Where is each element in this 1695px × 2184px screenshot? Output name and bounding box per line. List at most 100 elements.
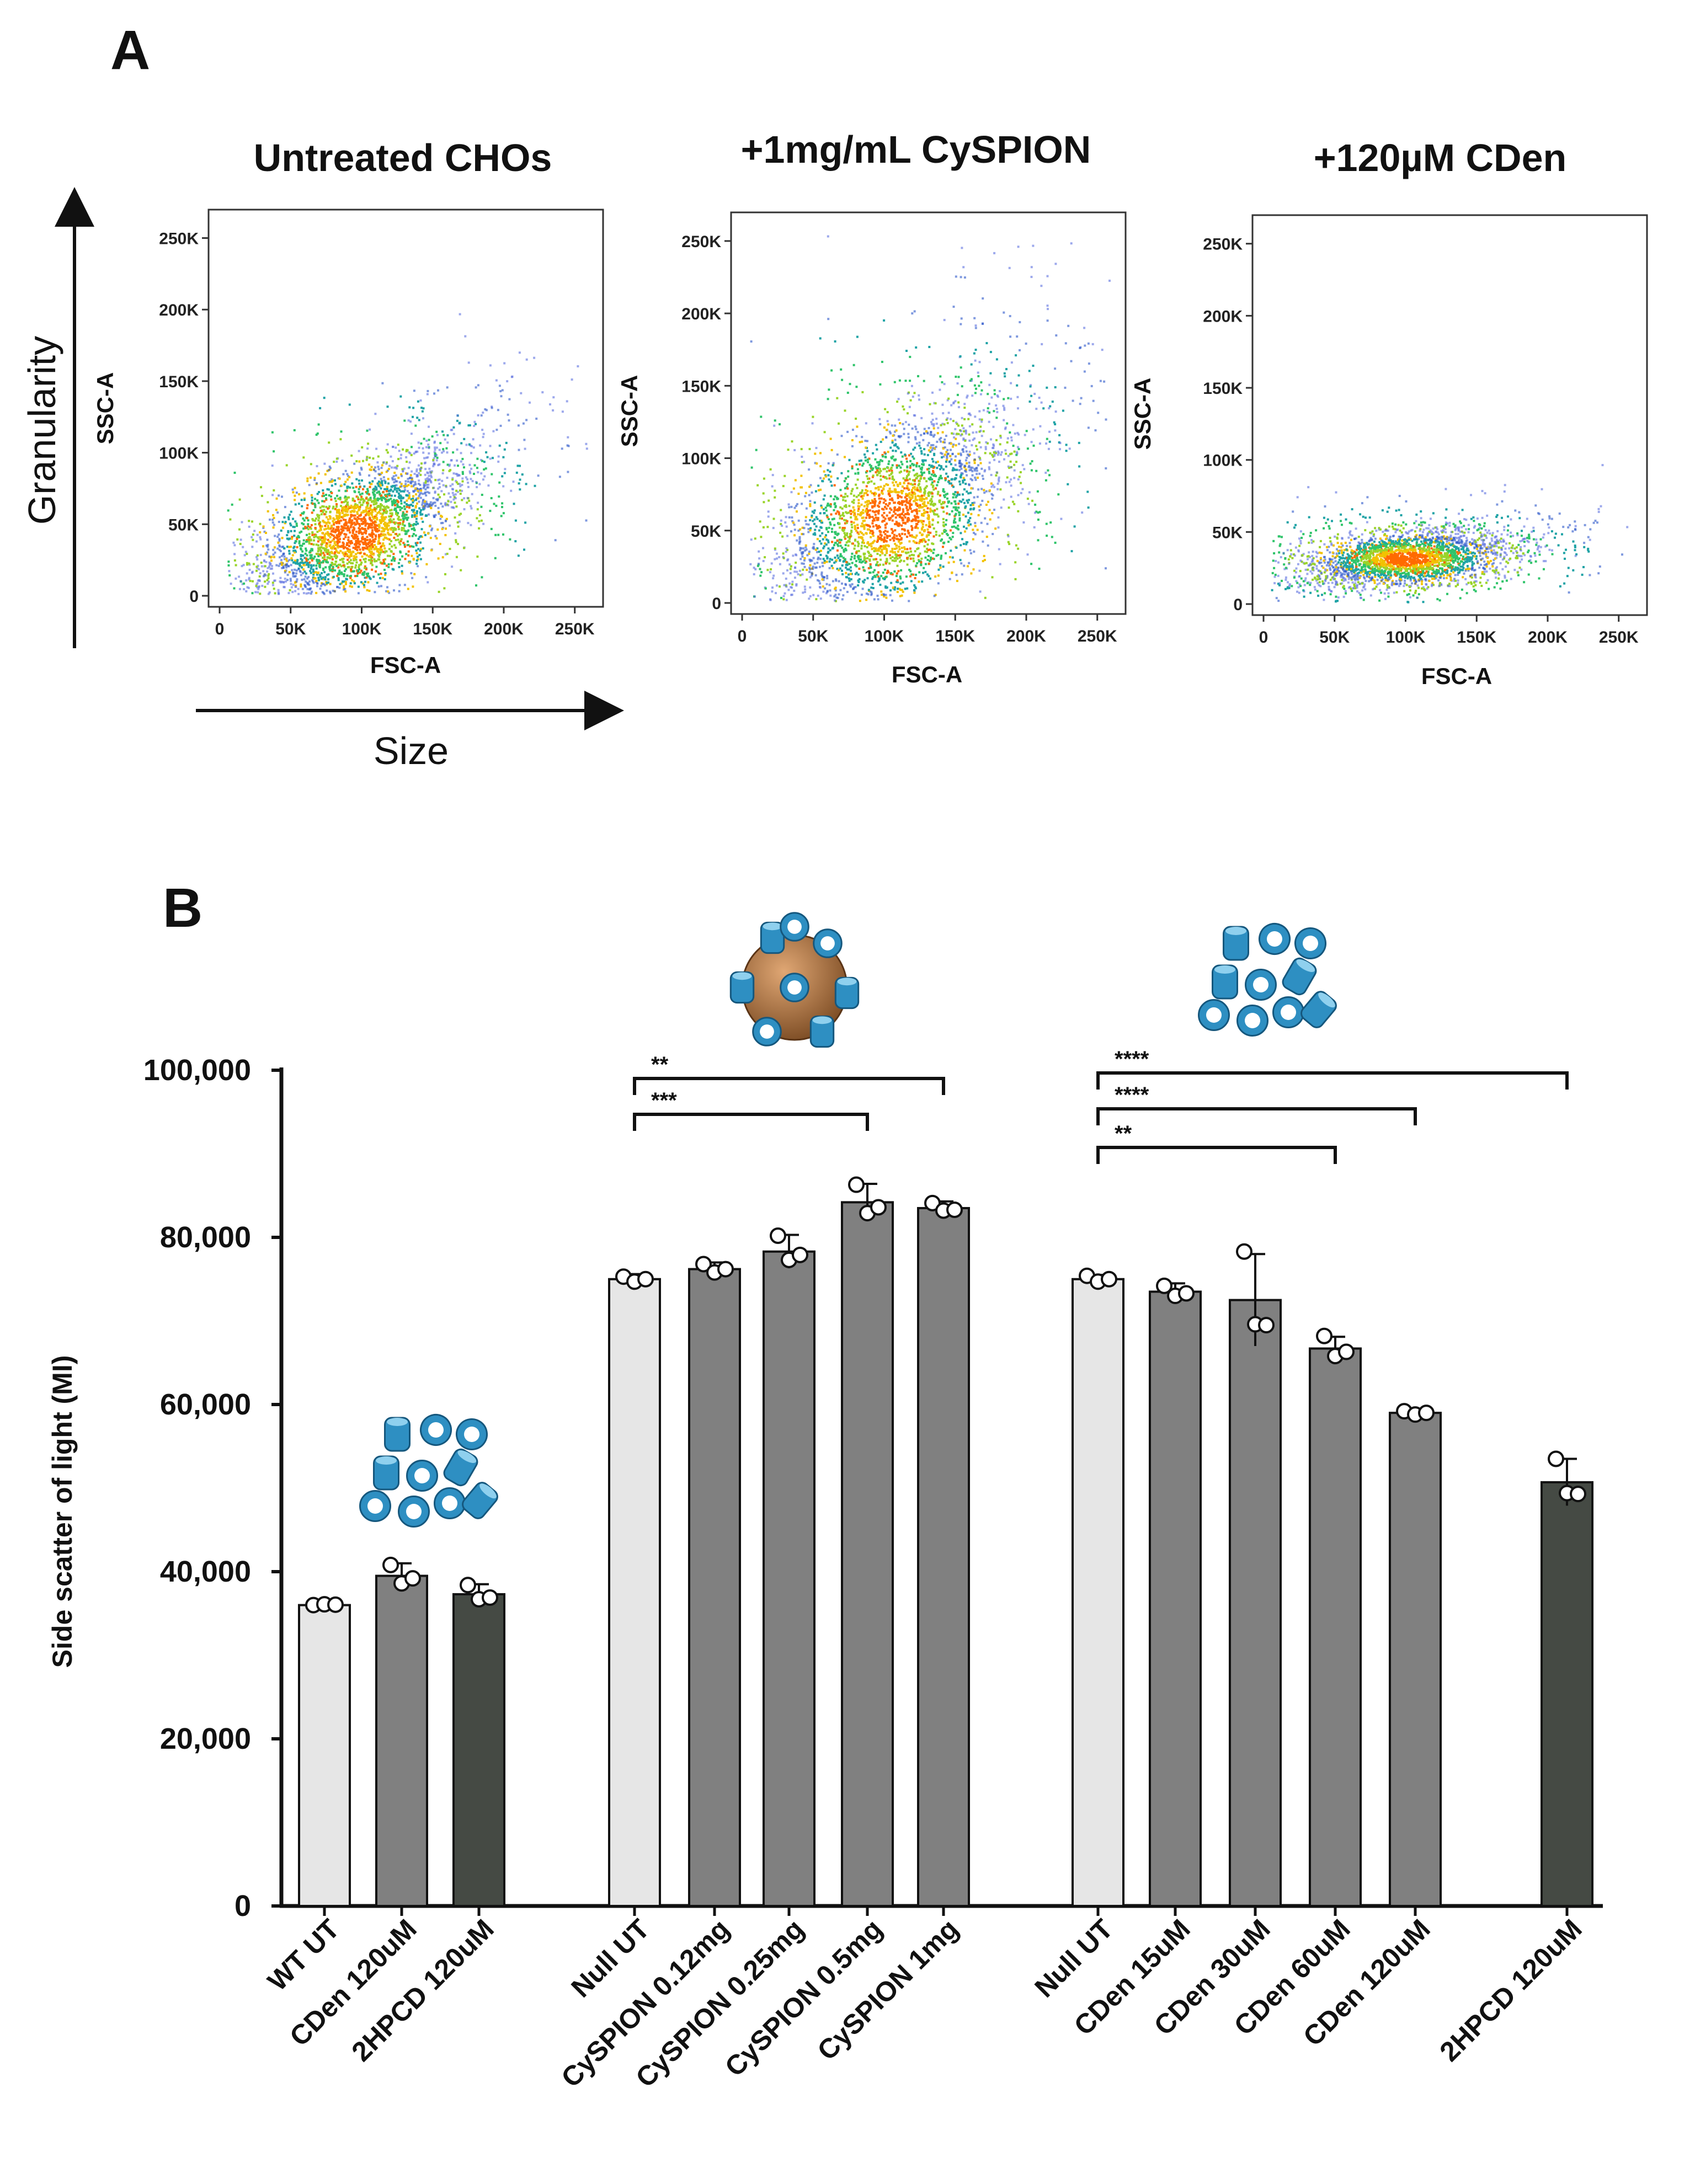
flow-event-dot	[820, 597, 822, 600]
flow-event-dot	[1059, 448, 1061, 450]
flow-event-dot	[903, 560, 905, 562]
flow-event-dot	[790, 572, 792, 574]
flow-event-dot	[969, 425, 971, 428]
flow-event-dot	[335, 461, 338, 463]
flow-event-dot	[857, 545, 860, 547]
flow-event-dot	[413, 512, 415, 514]
flow-event-dot	[833, 562, 835, 564]
flow-event-dot	[881, 361, 883, 363]
flow-event-dot	[853, 495, 855, 497]
flow-event-dot	[372, 457, 374, 460]
flow-event-dot	[303, 499, 306, 501]
flow-event-dot	[340, 528, 342, 531]
flow-event-dot	[857, 494, 860, 496]
flow-event-dot	[274, 552, 276, 554]
flow-event-dot	[454, 464, 456, 467]
flow-event-dot	[793, 488, 795, 490]
flow-event-dot	[914, 310, 916, 312]
flow-event-dot	[791, 581, 793, 583]
flow-event-dot	[311, 557, 313, 559]
flow-event-dot	[393, 537, 395, 539]
flow-event-dot	[412, 585, 414, 588]
flow-event-dot	[320, 529, 322, 531]
flow-event-dot	[1047, 308, 1049, 310]
flow-event-dot	[343, 543, 345, 545]
flow-event-dot	[921, 474, 923, 476]
flow-event-dot	[311, 496, 313, 499]
flow-event-dot	[873, 550, 876, 552]
flow-event-dot	[452, 426, 455, 429]
flow-event-dot	[878, 463, 881, 466]
flow-event-dot	[354, 567, 356, 569]
flow-event-dot	[328, 441, 330, 444]
flow-event-dot	[404, 514, 407, 516]
flow-event-dot	[953, 561, 955, 563]
flow-event-dot	[296, 522, 298, 525]
flow-event-dot	[357, 570, 359, 573]
flow-event-dot	[841, 508, 844, 510]
flow-event-dot	[392, 490, 394, 493]
flow-event-dot	[1100, 380, 1102, 382]
flow-event-dot	[479, 514, 481, 516]
flow-event-dot	[822, 578, 824, 580]
flow-event-dot	[1046, 535, 1048, 537]
flow-event-dot	[1074, 525, 1076, 527]
flow-event-dot	[327, 525, 329, 527]
flow-event-dot	[290, 524, 292, 526]
flow-event-dot	[444, 573, 446, 575]
flow-event-dot	[920, 539, 923, 541]
flow-event-dot	[315, 517, 317, 520]
flow-event-dot	[853, 514, 855, 516]
flow-event-dot	[962, 514, 964, 516]
flow-event-dot	[339, 513, 341, 515]
flow-event-dot	[915, 346, 917, 349]
flow-event-dot	[281, 521, 284, 523]
flow-event-dot	[780, 597, 782, 599]
flow-event-dot	[345, 568, 347, 570]
flow-event-dot	[848, 574, 850, 576]
flow-event-dot	[1055, 410, 1057, 413]
flow-event-dot	[388, 525, 390, 527]
flow-event-dot	[931, 458, 934, 460]
flow-event-dot	[392, 569, 395, 571]
flow-event-dot	[391, 546, 393, 548]
flow-event-dot	[272, 514, 274, 516]
flow-event-dot	[849, 383, 851, 385]
flow-event-dot	[996, 358, 998, 360]
flow-event-dot	[963, 502, 966, 504]
flow-event-dot	[390, 515, 392, 517]
flow-event-dot	[913, 554, 915, 556]
flow-event-dot	[1069, 447, 1071, 450]
flow-event-dot	[443, 493, 445, 495]
flow-event-dot	[1088, 343, 1090, 345]
flow-event-dot	[889, 594, 892, 596]
flow-event-dot	[439, 449, 441, 451]
flow-event-dot	[302, 517, 304, 520]
flow-event-dot	[796, 503, 798, 505]
flow-event-dot	[808, 494, 811, 496]
flow-event-dot	[919, 487, 921, 489]
flow-event-dot	[571, 378, 573, 381]
flow-event-dot	[897, 495, 899, 497]
flow-event-dot	[365, 568, 367, 570]
flow-event-dot	[460, 493, 462, 495]
flow-event-dot	[425, 446, 428, 448]
flow-event-dot	[952, 444, 955, 446]
flow-event-dot	[286, 464, 288, 466]
flow-event-dot	[308, 541, 310, 543]
flow-event-dot	[951, 432, 953, 435]
flow-event-dot	[862, 481, 865, 483]
flow-event-dot	[443, 587, 445, 589]
flow-event-dot	[417, 497, 419, 499]
flow-event-dot	[415, 506, 417, 509]
flow-event-dot	[899, 483, 901, 485]
flow-event-dot	[374, 591, 376, 593]
flow-event-dot	[793, 449, 796, 451]
flow-event-dot	[523, 439, 525, 441]
flow-event-dot	[404, 480, 407, 482]
flow-event-dot	[305, 549, 307, 552]
flow-event-dot	[935, 533, 937, 536]
flow-event-dot	[273, 524, 275, 526]
flow-event-dot	[524, 448, 526, 450]
flow-event-dot	[879, 584, 881, 586]
